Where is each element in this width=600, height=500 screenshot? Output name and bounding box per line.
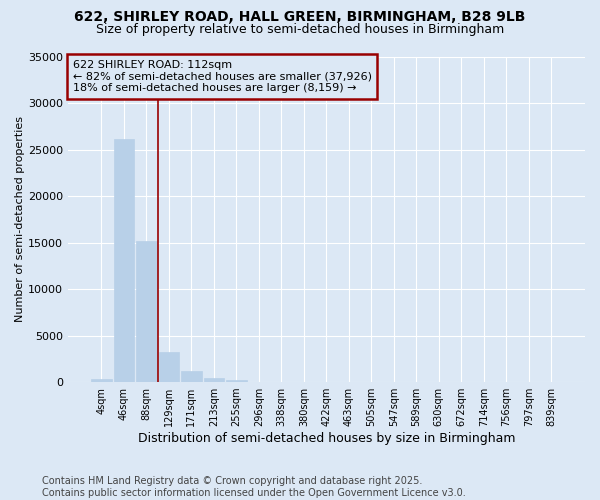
- Bar: [181, 371, 202, 382]
- Bar: [91, 379, 112, 382]
- Text: Size of property relative to semi-detached houses in Birmingham: Size of property relative to semi-detach…: [96, 22, 504, 36]
- Bar: [226, 380, 247, 382]
- Bar: [114, 140, 134, 382]
- Y-axis label: Number of semi-detached properties: Number of semi-detached properties: [15, 116, 25, 322]
- Text: 622 SHIRLEY ROAD: 112sqm
← 82% of semi-detached houses are smaller (37,926)
18% : 622 SHIRLEY ROAD: 112sqm ← 82% of semi-d…: [73, 60, 372, 93]
- X-axis label: Distribution of semi-detached houses by size in Birmingham: Distribution of semi-detached houses by …: [137, 432, 515, 445]
- Bar: [204, 378, 224, 382]
- Bar: [136, 240, 157, 382]
- Text: 622, SHIRLEY ROAD, HALL GREEN, BIRMINGHAM, B28 9LB: 622, SHIRLEY ROAD, HALL GREEN, BIRMINGHA…: [74, 10, 526, 24]
- Text: Contains HM Land Registry data © Crown copyright and database right 2025.
Contai: Contains HM Land Registry data © Crown c…: [42, 476, 466, 498]
- Bar: [159, 352, 179, 382]
